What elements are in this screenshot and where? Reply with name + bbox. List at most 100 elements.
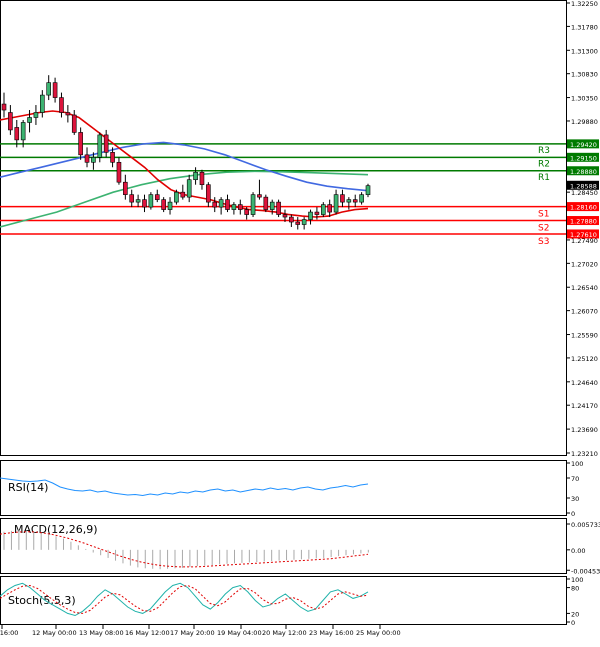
- candle-bearish: [116, 161, 122, 183]
- price-tick-label: 1.27490: [571, 237, 598, 245]
- rsi-tick-label: 0: [571, 510, 575, 518]
- macd-tick-label: 0.005733: [571, 521, 600, 529]
- candle-bearish: [129, 194, 135, 203]
- candle-bullish: [33, 112, 39, 118]
- rsi-tick-label: 30: [571, 495, 579, 503]
- rsi-title: RSI(14): [8, 481, 48, 494]
- candle-bearish: [180, 191, 186, 198]
- candle-bullish: [193, 171, 198, 181]
- rsi-panel: RSI(14) 100 70 30 0: [0, 460, 583, 518]
- candle-bearish: [212, 201, 218, 208]
- level-price-label: 1.28880: [570, 168, 597, 176]
- candle-bearish: [263, 196, 269, 210]
- candle-bearish: [71, 114, 77, 133]
- price-tick-label: 1.25120: [571, 355, 598, 363]
- price-tick-label: 1.30830: [571, 71, 598, 79]
- stoch-tick-label: 20: [571, 610, 579, 618]
- macd-signal-line: [0, 531, 369, 568]
- time-tick-label: 25 May 00:00: [356, 629, 401, 637]
- stoch-title: Stoch(5,5,3): [8, 594, 76, 607]
- candle-bullish: [359, 194, 364, 203]
- candle-bearish: [52, 82, 58, 98]
- candle-bearish: [244, 209, 249, 215]
- candle-bearish: [295, 221, 301, 225]
- ma-green-line: [0, 170, 369, 228]
- candle-bullish: [231, 204, 237, 210]
- candle-bearish: [154, 194, 160, 200]
- price-tick-label: 1.25590: [571, 332, 598, 340]
- stoch-tick-label: 100: [571, 576, 583, 584]
- current-price-box: [567, 180, 599, 190]
- candle-bearish: [14, 127, 20, 141]
- price-tick-label: 1.23210: [571, 450, 598, 458]
- candle-bullish: [301, 219, 307, 225]
- candle-bearish: [340, 194, 345, 203]
- level-label-s1: S1: [538, 210, 549, 220]
- stoch-k-line: [0, 582, 369, 617]
- candle-bearish: [8, 112, 13, 131]
- level-label-s3: S3: [538, 237, 549, 247]
- macd-title: MACD(12,26,9): [14, 523, 98, 536]
- level-label-r2: R2: [538, 159, 550, 169]
- rsi-tick-label: 100: [571, 460, 583, 468]
- candle-bullish: [27, 117, 32, 123]
- level-price-box: [567, 229, 599, 239]
- support-resistance-levels: R3 R2 R1 S1 S2 S3: [0, 143, 566, 247]
- price-tick-label: 1.26540: [571, 284, 598, 292]
- candle-bullish: [320, 204, 326, 215]
- time-tick-label: 20 May 12:00: [262, 629, 307, 637]
- candle-bullish: [97, 134, 103, 158]
- candle-bearish: [257, 194, 262, 198]
- candle-bullish: [167, 201, 173, 210]
- time-tick-label: 9 May 16:00: [0, 629, 18, 637]
- candle-bullish: [40, 94, 45, 113]
- candle-bearish: [237, 204, 243, 210]
- price-tick-label: 1.26070: [571, 308, 598, 316]
- candle-bullish: [346, 199, 352, 203]
- macd-tick-label: 0.00: [571, 547, 585, 555]
- candle-bearish: [314, 211, 320, 215]
- level-label-s2: S2: [538, 224, 549, 234]
- price-axis: 1.32250 1.31780 1.31300 1.30830 1.30350 1.298…: [566, 0, 599, 458]
- candle-bearish: [103, 134, 109, 153]
- ma-blue-line: [0, 141, 369, 192]
- stoch-tick-label: 0: [571, 619, 575, 627]
- macd-tick-label: -0.004534: [571, 567, 600, 575]
- time-tick-label: 13 May 08:00: [79, 629, 124, 637]
- candle-bullish: [148, 194, 154, 208]
- candle-bullish: [333, 194, 339, 213]
- rsi-panel-frame: [0, 460, 567, 516]
- level-price-box: [567, 152, 599, 162]
- price-tick-label: 1.24640: [571, 379, 598, 387]
- macd-panel: MACD(12,26,9) 0.005733 0.00 -0.004534: [0, 521, 600, 575]
- candle-bearish: [206, 184, 211, 203]
- candle-bearish: [327, 204, 332, 213]
- level-price-label: 1.27610: [570, 231, 597, 239]
- level-price-label: 1.27880: [570, 218, 597, 226]
- candle-bearish: [276, 201, 281, 215]
- candle-bearish: [199, 171, 205, 185]
- panel-frames: [0, 0, 567, 625]
- candle-bullish: [250, 194, 256, 215]
- rsi-line: [0, 477, 369, 497]
- price-tick-label: 1.30350: [571, 95, 598, 103]
- candle-bearish: [161, 199, 166, 210]
- macd-panel-frame: [0, 518, 567, 574]
- candle-bearish: [84, 154, 90, 163]
- price-tick-label: 1.32250: [571, 0, 598, 8]
- current-price-label: 1.28588: [570, 182, 597, 190]
- price-tick-label: 1.31300: [571, 47, 598, 55]
- candlesticks: [1, 75, 371, 230]
- price-panel-frame: [0, 0, 567, 456]
- candle-bullish: [269, 201, 275, 210]
- candle-bearish: [59, 97, 64, 113]
- time-tick-label: 17 May 20:00: [170, 629, 215, 637]
- time-tick-label: 23 May 16:00: [309, 629, 354, 637]
- level-price-label: 1.29150: [570, 154, 597, 162]
- candle-bearish: [282, 214, 288, 218]
- level-label-r3: R3: [538, 146, 550, 156]
- candle-bearish: [78, 132, 83, 156]
- time-tick-label: 12 May 00:00: [32, 629, 77, 637]
